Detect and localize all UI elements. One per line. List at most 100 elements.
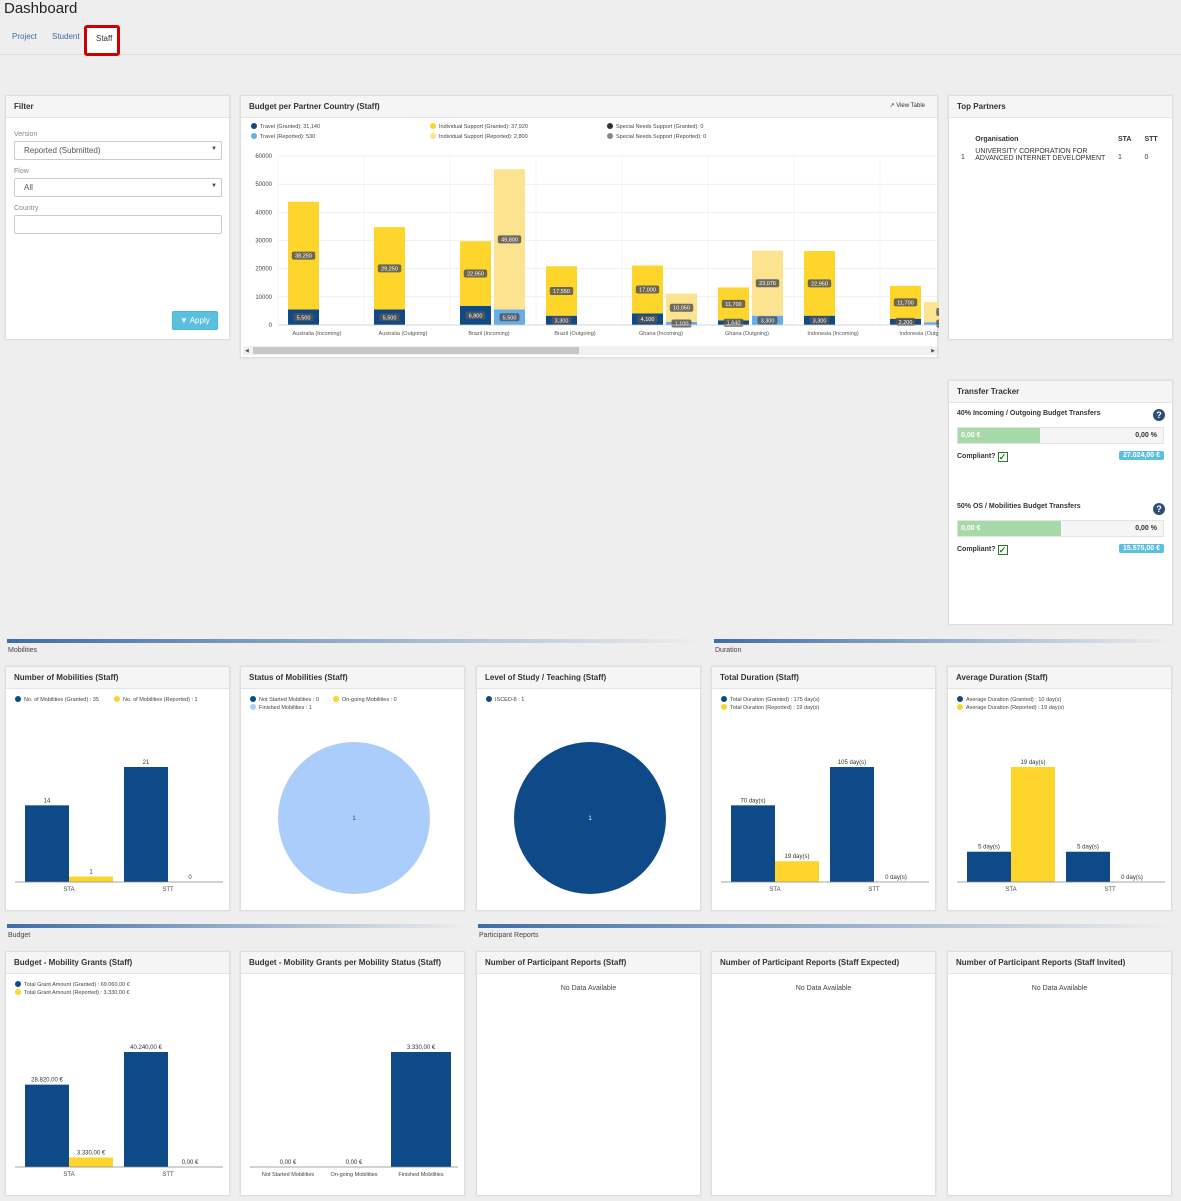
mobilities-section-label: Mobilities [8,647,38,654]
bar[interactable] [391,1052,451,1167]
legend-item[interactable]: Total Duration (Reported) : 19 day(s) [721,704,819,711]
legend-item[interactable]: Not Started Mobilities : 0 [250,696,319,703]
x-tick-label: Ghana (Incoming) [639,331,683,337]
duration-section-label: Duration [715,647,742,654]
x-tick-label: Ghana (Outgoing) [725,331,769,337]
level-study-title: Level of Study / Teaching (Staff) [477,667,700,689]
data-label: 4,100 [641,317,655,323]
legend-item[interactable]: Total Grant Amount (Granted) : 69.060,00… [15,981,130,988]
data-label: 6,800 [469,313,483,319]
data-label: 38,250 [295,254,312,260]
tracker-2-percent: 0,00 % [1135,525,1157,532]
legend-item[interactable]: No. of Mobilities (Reported) : 1 [114,696,198,703]
country-input[interactable] [14,215,222,234]
compliant-label: Compliant? [957,453,996,460]
legend-item[interactable]: Average Duration (Granted) : 10 day(s) [957,696,1061,703]
num-mobilities-panel: Number of Mobilities (Staff) No. of Mobi… [5,666,230,911]
scroll-right-icon[interactable]: ▶ [931,348,935,354]
tab-student[interactable]: Student [52,32,80,41]
x-tick-label: Finished Mobilities [398,1172,443,1178]
x-tick-label: STT [1104,887,1116,893]
data-label-bg [936,308,939,317]
bar-travel-reported[interactable] [924,322,939,325]
view-table-label: View Table [896,103,925,109]
data-label: 1 [938,322,939,328]
tracker-2-badge: 15.575,00 € [1119,544,1164,553]
legend-item[interactable]: ISCED-8 : 1 [486,696,524,703]
legend-item[interactable]: Individual Support (Reported): 2,800 [430,133,528,140]
legend-item[interactable]: Finished Mobilities : 1 [250,704,312,711]
data-label: 2,200 [899,320,913,326]
bar-support-reported[interactable] [924,301,939,323]
data-label-bg [893,298,918,307]
bar[interactable] [69,1157,113,1167]
flow-value: All [24,183,33,192]
stt-cell: 0 [1144,154,1149,161]
legend-item[interactable]: Special Needs Support (Reported): 0 [607,133,706,140]
apply-label: Apply [189,316,210,325]
data-label: 5 day(s) [1077,845,1099,851]
legend-item[interactable]: Travel (Reported): 530 [251,133,315,140]
legend-item[interactable]: Average Duration (Reported) : 19 day(s) [957,704,1064,711]
tab-project[interactable]: Project [12,32,37,41]
data-label-bg [293,313,314,322]
check-icon: ✓ [997,452,1008,462]
top-partners-panel: Top Partners Organisation STA STT 1 UNIV… [948,95,1173,340]
legend-item[interactable]: Individual Support (Granted): 37,920 [430,123,528,130]
bar[interactable] [1066,851,1110,882]
legend-label: Individual Support (Reported): 2,800 [439,134,528,140]
bar[interactable] [124,767,168,882]
legend-item[interactable]: Total Grant Amount (Reported) : 3.330,00… [15,989,129,996]
participant-reports-invited-panel: Number of Participant Reports (Staff Inv… [947,951,1172,1196]
bar[interactable] [69,876,113,882]
horizontal-scrollbar[interactable]: ◀ ▶ [243,346,937,355]
filter-panel: Filter Version Reported (Submitted) ▼ Fl… [5,95,230,340]
flow-label: Flow [14,168,29,175]
x-tick-label: Australia (Outgoing) [379,331,428,337]
legend-dot-icon [114,696,120,702]
legend-label: Special Needs Support (Reported): 0 [616,134,707,140]
total-duration-panel: Total Duration (Staff) Total Duration (G… [711,666,936,911]
bar[interactable] [124,1052,168,1167]
legend-item[interactable]: On-going Mobilities : 0 [333,696,397,703]
legend-label: Special Needs Support (Granted): 0 [616,124,704,130]
tab-staff[interactable]: Staff [96,34,113,43]
legend-label: Total Duration (Granted) : 175 day(s) [730,697,820,703]
data-label: 10,050 [673,306,690,312]
bar[interactable] [1011,767,1055,882]
flow-select[interactable]: All ▼ [14,178,222,197]
no-data-message: No Data Available [1031,985,1088,992]
legend-label: Not Started Mobilities : 0 [259,697,319,703]
scroll-left-icon[interactable]: ◀ [245,348,249,354]
tracker-1-progress: 0,00 € 0,00 % [957,427,1164,444]
data-label-bg [757,316,778,325]
bar[interactable] [25,1084,69,1167]
legend-dot-icon [721,696,727,702]
legend-item[interactable]: Travel (Granted): 31,140 [251,123,320,130]
bar[interactable] [967,851,1011,882]
participant-reports-expected-title: Number of Participant Reports (Staff Exp… [712,952,935,974]
bar[interactable] [731,805,775,882]
legend-item[interactable]: No. of Mobilities (Granted) : 35 [15,696,99,703]
legend-item[interactable]: Total Duration (Granted) : 175 day(s) [721,696,820,703]
legend-label: No. of Mobilities (Reported) : 1 [123,697,198,703]
apply-button[interactable]: ▼ Apply [172,311,218,330]
data-label: 3,300 [813,318,827,324]
bar[interactable] [775,861,819,882]
legend-item[interactable]: Special Needs Support (Granted): 0 [607,123,703,130]
data-label: 0 day(s) [885,875,907,881]
filter-icon: ▼ [180,316,188,325]
no-data-message: No Data Available [795,985,852,992]
view-table-link[interactable]: ↗ View Table [889,102,925,109]
help-icon[interactable]: ? [1153,409,1165,421]
legend-label: ISCED-8 : 1 [495,697,525,703]
bar[interactable] [25,805,69,882]
external-link-icon: ↗ [889,103,895,109]
scrollbar-thumb[interactable] [253,347,579,354]
legend-label: Travel (Granted): 31,140 [260,124,321,130]
data-label: 0,00 € [280,1160,297,1166]
bar[interactable] [830,767,874,882]
help-icon[interactable]: ? [1153,503,1165,515]
legend-dot-icon [957,704,963,710]
version-select[interactable]: Reported (Submitted) ▼ [14,141,222,160]
